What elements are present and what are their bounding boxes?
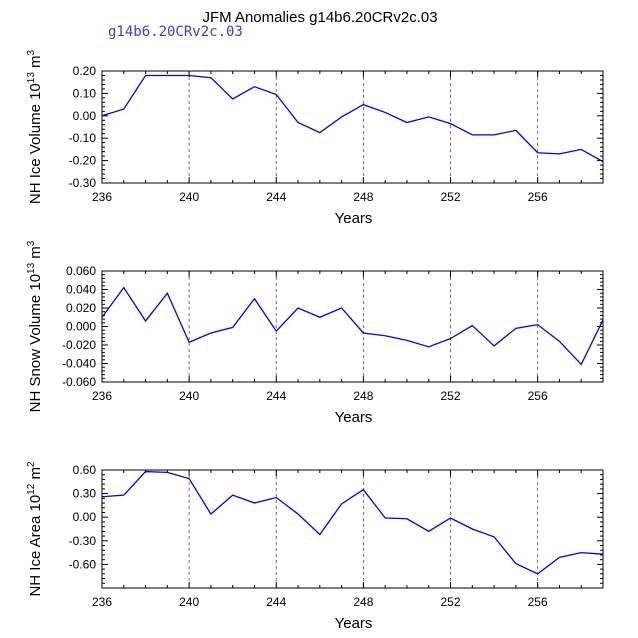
plot-frame: [101, 270, 604, 383]
y-axis-label-text: NH Ice Volume 10: [27, 83, 44, 204]
y-axis-label-unit-exponent: 2: [26, 461, 37, 467]
panel-snow-volume: 0.060 0.040 0.020 0.000 -0.020 -0.040 -0.06023…: [26, 240, 604, 426]
y-axis-label-unit-exponent: 3: [26, 49, 37, 55]
panel-ice-area: 0.60 0.30 0.00 -0.30 -0.60 236 240 244 248 252 256…: [26, 461, 604, 632]
y-axis-label: NH Snow Volume 1013 m3: [26, 240, 44, 412]
x-tick-label: 252: [441, 190, 461, 204]
x-tick-label: 252: [441, 389, 461, 403]
plot-frame: [101, 70, 604, 184]
x-tick-label: 248: [353, 595, 373, 609]
case-label: g14b6.20CRv2c.03: [108, 24, 243, 40]
y-tick-label: -0.30: [69, 534, 97, 548]
x-tick-label: 244: [266, 389, 286, 403]
x-tick-label: 240: [179, 190, 199, 204]
series-line: [101, 470, 604, 575]
y-tick-label: 0.20: [73, 64, 97, 78]
x-tick-label: 236: [92, 190, 112, 204]
x-tick-label: 248: [353, 190, 373, 204]
y-tick-label: 0.00: [73, 510, 97, 524]
y-axis-label-exponent: 12: [26, 483, 37, 495]
y-tick-label: 0.000: [66, 320, 96, 334]
x-tick-label: 248: [353, 389, 373, 403]
y-tick-label: -0.30: [69, 176, 97, 190]
y-tick-label: 0.020: [66, 301, 96, 315]
y-axis-label: NH Ice Volume 1013 m3: [26, 49, 44, 204]
x-axis-label: Years: [335, 615, 373, 632]
y-tick-label: -0.020: [62, 338, 96, 352]
x-tick-label: 240: [179, 595, 199, 609]
y-axis-label-unit: m: [27, 467, 44, 484]
y-tick-label: -0.060: [62, 375, 96, 389]
x-tick-label: 256: [528, 190, 548, 204]
series-line: [101, 74, 604, 163]
x-tick-label: 256: [528, 389, 548, 403]
series-line: [101, 286, 604, 366]
y-axis-label-unit: m: [27, 246, 44, 263]
x-tick-label: 236: [92, 595, 112, 609]
y-axis-label-exponent: 13: [26, 72, 37, 84]
y-axis-label-unit-exponent: 3: [26, 240, 37, 246]
y-tick-label: 0.00: [73, 109, 97, 123]
y-tick-label: -0.040: [62, 357, 96, 371]
y-tick-label: 0.040: [66, 283, 96, 297]
y-axis-label-exponent: 13: [26, 262, 37, 274]
y-tick-label: 0.60: [73, 463, 97, 477]
x-tick-label: 240: [179, 389, 199, 403]
y-tick-label: 0.060: [66, 264, 96, 278]
y-tick-label: -0.60: [69, 557, 97, 571]
y-axis-label-text: NH Ice Area 10: [27, 495, 44, 597]
x-tick-label: 252: [441, 595, 461, 609]
y-tick-label: -0.20: [69, 154, 97, 168]
x-axis-label: Years: [335, 210, 373, 227]
y-axis-label-unit: m: [27, 55, 44, 72]
y-axis-label: NH Ice Area 1012 m2: [26, 461, 44, 597]
y-tick-label: -0.10: [69, 131, 97, 145]
x-tick-label: 244: [266, 190, 286, 204]
x-tick-label: 244: [266, 595, 286, 609]
x-tick-label: 256: [528, 595, 548, 609]
x-axis-label: Years: [335, 409, 373, 426]
y-axis-label-text: NH Snow Volume 10: [27, 274, 44, 412]
plot-frame: [101, 469, 604, 589]
y-tick-label: 0.30: [73, 487, 97, 501]
y-tick-label: 0.10: [73, 86, 97, 100]
x-tick-label: 236: [92, 389, 112, 403]
figure-title: JFM Anomalies g14b6.20CRv2c.03: [202, 9, 437, 26]
